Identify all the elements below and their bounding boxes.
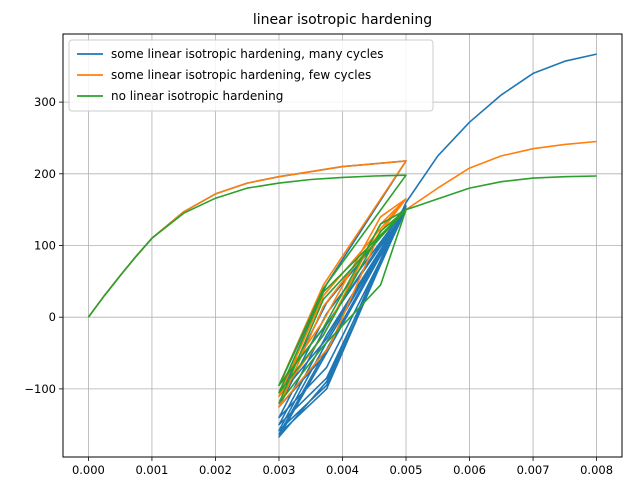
series-lines [87, 53, 597, 438]
legend: some linear isotropic hardening, many cy… [68, 39, 434, 112]
x-tick-label: 0.002 [199, 463, 232, 477]
y-tick-label: 300 [34, 95, 56, 109]
x-tick-label: 0.007 [517, 463, 550, 477]
x-tick-label: 0.001 [135, 463, 168, 477]
y-tick-label: 0 [49, 310, 56, 324]
y-axis: −100 0 100 200 300 [24, 95, 63, 396]
y-tick-label: 100 [34, 239, 56, 253]
x-tick-label: 0.004 [326, 463, 359, 477]
x-axis: 0.000 0.001 0.002 0.003 0.004 0.005 0.006 0.007… [72, 457, 613, 477]
legend-box [68, 39, 434, 112]
y-tick-label: −100 [24, 382, 56, 396]
legend-label-0: some linear isotropic hardening, many cy… [111, 47, 384, 61]
legend-label-2: no linear isotropic hardening [111, 89, 283, 103]
x-tick-label: 0.008 [580, 463, 613, 477]
x-tick-label: 0.003 [263, 463, 296, 477]
legend-label-1: some linear isotropic hardening, few cyc… [111, 68, 371, 82]
y-tick-label: 200 [34, 167, 56, 181]
series-line-1 [87, 140, 597, 408]
series-line-2 [87, 174, 597, 405]
x-tick-label: 0.005 [390, 463, 423, 477]
x-tick-label: 0.006 [453, 463, 486, 477]
chart-title: linear isotropic hardening [253, 12, 432, 28]
x-tick-label: 0.000 [72, 463, 105, 477]
